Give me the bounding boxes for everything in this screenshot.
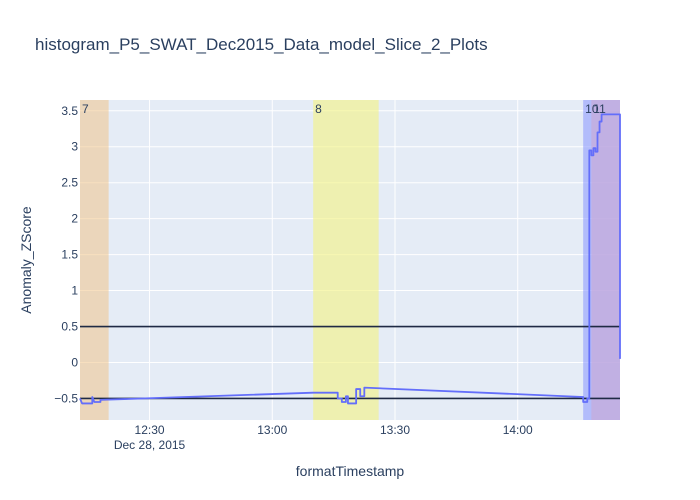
y-tick-label: 1.5 bbox=[61, 248, 78, 262]
chart-title: histogram_P5_SWAT_Dec2015_Data_model_Sli… bbox=[35, 35, 488, 54]
region-11 bbox=[591, 100, 620, 420]
region-label-11: 11 bbox=[593, 102, 606, 116]
x-tick-label: 13:00 bbox=[257, 423, 287, 437]
region-7 bbox=[80, 100, 109, 420]
x-tick-label: 14:00 bbox=[503, 423, 533, 437]
series-layer bbox=[79, 113, 621, 405]
y-tick-label: 1 bbox=[71, 284, 78, 298]
region-label-8: 8 bbox=[315, 102, 322, 116]
region-label-10: 10 bbox=[585, 102, 599, 116]
region-label-7: 7 bbox=[82, 102, 89, 116]
threshold-lines bbox=[80, 325, 620, 400]
x-tick-label: 12:30 bbox=[135, 423, 165, 437]
y-tick-label: 3.5 bbox=[61, 104, 78, 118]
y-tick-label: 3 bbox=[71, 140, 78, 154]
y-axis-ticks: −0.5 0 0.5 1 1.5 2 2.5 3 3.5 bbox=[54, 104, 78, 406]
anomaly-regions bbox=[80, 100, 620, 420]
series-line-1 bbox=[79, 113, 621, 405]
x-axis-title: formatTimestamp bbox=[296, 463, 405, 479]
x-tick-label: 13:30 bbox=[380, 423, 410, 437]
y-tick-label: 2.5 bbox=[61, 176, 78, 190]
y-axis-title: Anomaly_ZScore bbox=[18, 206, 34, 314]
y-tick-label: −0.5 bbox=[54, 391, 78, 405]
x-tick-sublabel: Dec 28, 2015 bbox=[114, 438, 186, 452]
region-8 bbox=[313, 100, 379, 420]
y-tick-label: 0 bbox=[71, 355, 78, 369]
y-tick-label: 2 bbox=[71, 212, 78, 226]
y-tick-label: 0.5 bbox=[61, 320, 78, 334]
